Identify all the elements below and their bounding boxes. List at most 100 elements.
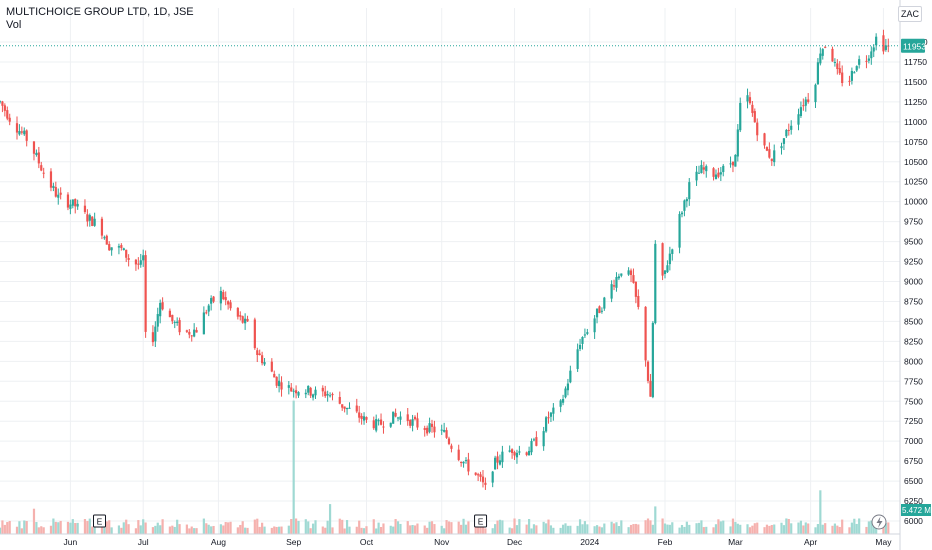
candle-body (702, 167, 705, 170)
candle-body (287, 385, 290, 388)
candle-body (345, 407, 349, 410)
candle-body (411, 419, 414, 426)
volume-bar (256, 518, 259, 534)
candle-body (518, 451, 521, 453)
volume-bar (547, 519, 550, 534)
candle-body (365, 417, 368, 420)
candle-body (416, 418, 419, 428)
volume-bar (644, 520, 647, 534)
candle-body (751, 104, 754, 113)
candle-body (683, 200, 686, 211)
candle-body (117, 246, 121, 248)
volume-bar (841, 519, 844, 534)
candle-body (797, 114, 800, 125)
volume-bar (870, 520, 873, 534)
candle-body (525, 452, 528, 455)
candle-body (127, 258, 130, 260)
grid-lines (0, 8, 900, 534)
candle-body (566, 383, 570, 391)
volume-bar (634, 523, 637, 534)
candle-body (161, 302, 164, 310)
symbol-title[interactable]: MULTICHOICE GROUP LTD, 1D, JSE (6, 6, 194, 18)
volume-bar (816, 524, 820, 534)
candle-body (190, 335, 193, 337)
volume-bar (125, 519, 128, 534)
candle-body (629, 270, 633, 275)
candle-body (210, 298, 213, 304)
time-tick-label: Dec (507, 537, 523, 547)
candle-body (700, 164, 703, 174)
volume-bar (309, 528, 312, 534)
volume-bar (105, 521, 108, 534)
candle-body (855, 66, 858, 71)
volume-bar (83, 519, 87, 534)
volume-bar (110, 527, 113, 534)
volume-bar (765, 524, 769, 534)
volume-bar (311, 523, 315, 534)
candle-body (848, 80, 851, 82)
earnings-marker[interactable] (474, 514, 488, 528)
candle-body (799, 107, 803, 116)
candle-body (651, 322, 654, 398)
volume-bar (668, 524, 671, 534)
candle-body (644, 306, 647, 361)
volume-bar (530, 528, 533, 534)
volume-bar (491, 528, 494, 534)
volume-bar (780, 522, 783, 534)
volume-indicator-label[interactable]: Vol (6, 19, 22, 31)
time-tick-label: Aug (211, 537, 226, 547)
volume-bar (746, 524, 749, 534)
last-price-text: 11953 (903, 41, 926, 51)
volume-bar (598, 526, 601, 534)
volume-bar (0, 527, 2, 534)
candle-body (661, 243, 664, 276)
volume-bar (722, 520, 725, 534)
candle-body (122, 248, 125, 251)
candle-body (564, 388, 567, 398)
candle-body (530, 440, 533, 453)
volume-bar (273, 526, 276, 534)
candle-body (753, 111, 756, 123)
candle-body (37, 152, 40, 164)
volume-bar (807, 523, 810, 534)
volume-bar (428, 521, 431, 534)
time-axis[interactable]: Jun Jul Aug Sep Oct Nov Dec 2024 Feb Mar Apr May (0, 533, 900, 547)
volume-bar (578, 519, 582, 534)
volume-bar (511, 528, 514, 534)
volume-bar (188, 528, 191, 534)
candle-body (49, 171, 53, 188)
candle-body (695, 171, 698, 181)
volume-bar (498, 519, 502, 534)
volume-bar (287, 525, 290, 534)
currency-badge[interactable]: ZAC (898, 6, 922, 22)
volume-bar (627, 527, 630, 534)
candle-body (569, 370, 572, 383)
lightning-icon[interactable] (871, 514, 887, 530)
earnings-marker[interactable] (93, 514, 107, 528)
volume-bar (736, 523, 739, 534)
volume-bar (661, 518, 664, 534)
candle-body (598, 306, 601, 314)
candle-body (23, 130, 26, 135)
volume-bar (702, 527, 705, 534)
candle-body (1, 101, 4, 106)
volume-bar (409, 525, 412, 534)
volume-bar (501, 520, 504, 534)
volume-bar (261, 522, 264, 534)
candle-body (83, 205, 87, 212)
volume-bar (227, 522, 230, 534)
price-axis[interactable]: 6000 6250 6500 6750 7000 7250 7500 7750 8000 8250… (904, 37, 928, 526)
volume-bar (413, 525, 417, 534)
candle-body (430, 423, 434, 427)
candle-body (394, 412, 397, 417)
candle-body (125, 249, 128, 258)
candle-body (108, 244, 111, 251)
candle-body (0, 101, 2, 103)
volume-bar (535, 525, 538, 534)
volume-bar (91, 526, 94, 534)
volume-bar (586, 524, 589, 534)
candle-body (714, 174, 718, 180)
volume-bar (731, 518, 735, 534)
